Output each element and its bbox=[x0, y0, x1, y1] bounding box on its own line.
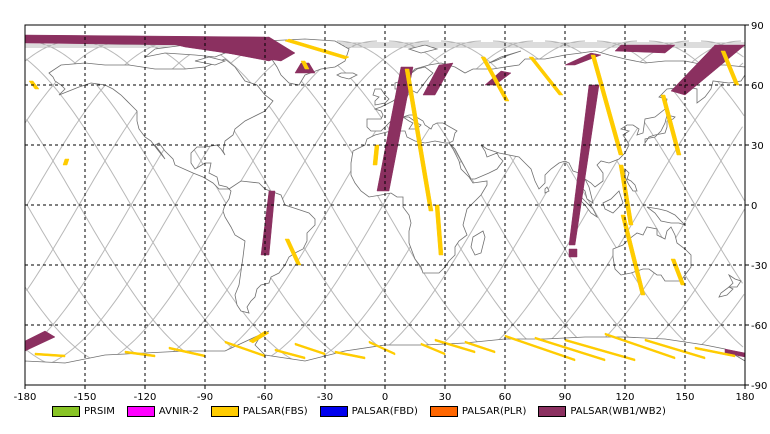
lon-tick-label: 120 bbox=[615, 392, 634, 403]
lon-tick-label: 150 bbox=[675, 392, 694, 403]
fbs-swath bbox=[564, 338, 636, 362]
landmass bbox=[544, 186, 550, 194]
fbs-swath bbox=[590, 54, 624, 156]
legend-label: PALSAR(FBS) bbox=[242, 405, 308, 417]
landmass bbox=[336, 72, 358, 80]
legend-item: PALSAR(FBD) bbox=[319, 405, 418, 417]
fbs-swath bbox=[504, 334, 576, 362]
lon-tick-label: -30 bbox=[317, 392, 333, 403]
landmass bbox=[646, 206, 686, 226]
lon-tick-label: -60 bbox=[257, 392, 273, 403]
fbs-swath bbox=[464, 340, 496, 354]
lat-tick-label: 30 bbox=[751, 141, 764, 152]
axis-ticks: -180 -150 -120 -90 -60 -30 0 30 60 90 120 150 180 90 6… bbox=[14, 21, 768, 403]
legend-swatch bbox=[429, 405, 458, 417]
landmass bbox=[407, 44, 439, 54]
legend-label: PALSAR(FBD) bbox=[351, 405, 418, 417]
legend-label: AVNIR-2 bbox=[158, 405, 199, 417]
fbs-swath bbox=[434, 338, 476, 354]
landmass bbox=[48, 58, 274, 190]
legend-swatch bbox=[319, 405, 348, 417]
legend-swatch bbox=[210, 405, 239, 417]
acquisition-swaths bbox=[24, 34, 746, 362]
lat-tick-label: -60 bbox=[751, 321, 767, 332]
lon-tick-label: 60 bbox=[499, 392, 512, 403]
lat-tick-label: 90 bbox=[751, 21, 764, 32]
fbs-swath bbox=[480, 56, 510, 102]
legend-item: PALSAR(WB1/WB2) bbox=[538, 405, 666, 417]
fbs-swath bbox=[434, 204, 444, 256]
graticule bbox=[25, 25, 745, 385]
fbs-swath bbox=[620, 214, 646, 296]
lon-tick-label: -180 bbox=[14, 392, 37, 403]
fbs-swath bbox=[62, 158, 70, 166]
legend-swatch bbox=[538, 405, 567, 417]
landmass bbox=[624, 168, 638, 192]
legend-swatch bbox=[52, 405, 80, 417]
lat-tick-label: -90 bbox=[751, 381, 767, 392]
fbs-swath bbox=[694, 346, 736, 358]
legend-label: PALSAR(WB1/WB2) bbox=[570, 405, 666, 417]
fbs-swath bbox=[534, 336, 606, 362]
legend-item: PALSAR(PLR) bbox=[429, 405, 527, 417]
wb-swath bbox=[376, 66, 414, 192]
fbs-swath bbox=[284, 38, 350, 60]
lon-tick-label: 0 bbox=[382, 392, 388, 403]
fbs-swath bbox=[604, 332, 676, 360]
fbs-swath bbox=[124, 350, 156, 358]
landmass bbox=[718, 286, 734, 298]
lon-tick-label: 30 bbox=[439, 392, 452, 403]
fbs-swath bbox=[368, 340, 396, 356]
lat-tick-label: 0 bbox=[751, 201, 757, 212]
fbs-swath bbox=[34, 352, 66, 358]
fbs-swath bbox=[334, 350, 366, 360]
lon-tick-label: -120 bbox=[134, 392, 157, 403]
legend-item: PRSIM bbox=[52, 405, 115, 417]
lon-tick-label: -90 bbox=[197, 392, 213, 403]
wb-swath bbox=[568, 248, 578, 258]
lon-tick-label: 180 bbox=[735, 392, 754, 403]
legend-label: PRSIM bbox=[84, 405, 115, 417]
fbs-swath bbox=[300, 60, 310, 70]
fbs-swath bbox=[248, 330, 270, 344]
landmass bbox=[194, 56, 227, 66]
orbit-track bbox=[232, 40, 534, 370]
fbs-swath bbox=[372, 144, 380, 166]
legend-item: AVNIR-2 bbox=[126, 405, 199, 417]
landmass bbox=[470, 230, 486, 256]
landmass bbox=[488, 50, 522, 64]
legend-swatch bbox=[126, 405, 155, 417]
wb-swath bbox=[260, 190, 276, 256]
fbs-swath bbox=[660, 94, 682, 156]
landmass bbox=[372, 88, 390, 106]
legend-item: PALSAR(FBS) bbox=[210, 405, 308, 417]
lat-tick-label: -30 bbox=[751, 261, 767, 272]
lon-tick-label: 90 bbox=[559, 392, 572, 403]
fbs-swath bbox=[274, 348, 306, 360]
fbs-swath bbox=[404, 68, 434, 212]
landmass bbox=[644, 114, 676, 145]
wb-swath bbox=[614, 44, 676, 54]
legend-label: PALSAR(PLR) bbox=[461, 405, 527, 417]
landmass bbox=[366, 50, 746, 204]
wb-swath bbox=[160, 36, 296, 62]
lon-tick-label: -150 bbox=[74, 392, 97, 403]
legend: PRSIM AVNIR-2 PALSAR(FBS) PALSAR(FBD) PALSAR… bbox=[52, 403, 678, 419]
lat-tick-label: 60 bbox=[751, 81, 764, 92]
landmass bbox=[727, 273, 742, 288]
